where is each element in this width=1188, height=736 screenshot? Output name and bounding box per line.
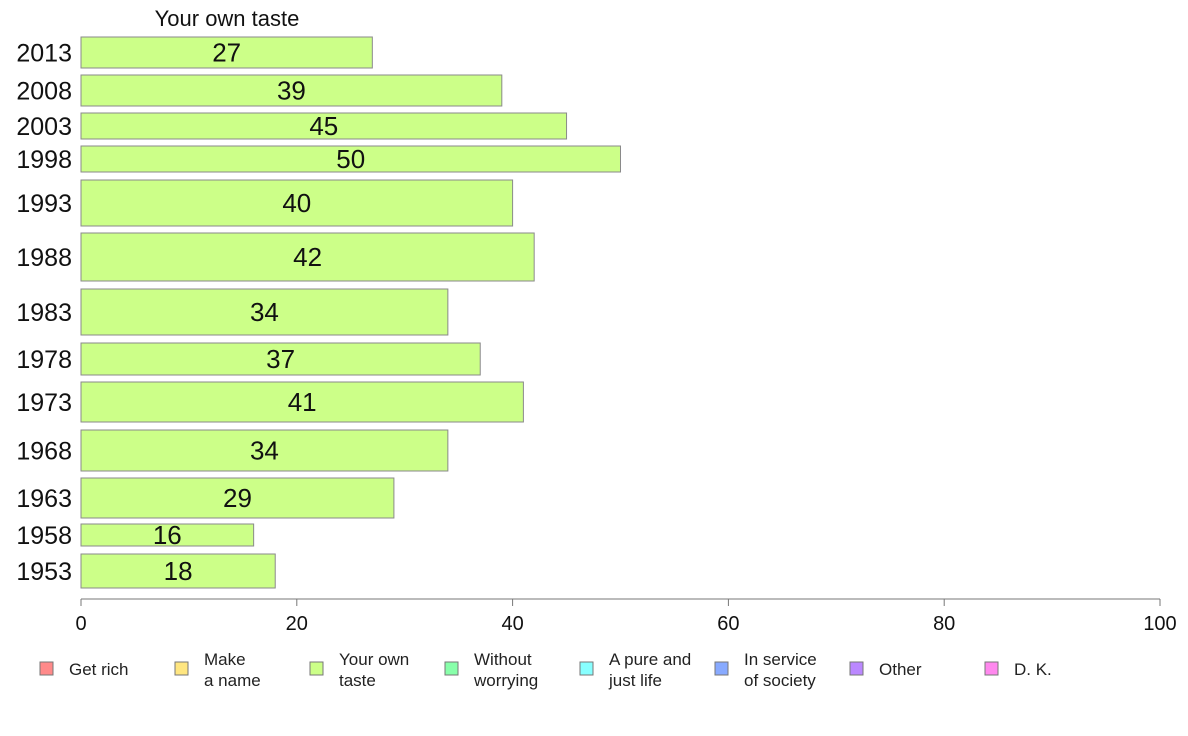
bar-1998 <box>80 145 621 173</box>
x-tick-label-0: 0 <box>75 613 86 635</box>
category-label-2013: 2013 <box>16 40 72 68</box>
bar-1993 <box>80 179 514 227</box>
bar-1978 <box>80 342 481 376</box>
x-tick-label-20: 20 <box>286 613 308 635</box>
category-label-1958: 1958 <box>16 522 72 550</box>
bar-label-1998: 50 <box>336 144 365 174</box>
legend-label-2-0: Your own <box>339 650 409 669</box>
bar-label-2013: 27 <box>212 38 241 68</box>
category-label-2008: 2008 <box>16 78 72 106</box>
x-tick-label-40: 40 <box>501 613 523 635</box>
legend-swatch-4 <box>579 661 594 676</box>
legend-swatch-0 <box>39 661 54 676</box>
legend-swatch-3 <box>444 661 459 676</box>
legend-swatch-5 <box>714 661 729 676</box>
bar-1983 <box>80 288 449 336</box>
category-label-1968: 1968 <box>16 438 72 466</box>
legend-label-5-0: In service <box>744 650 817 669</box>
bar-label-1988: 42 <box>293 242 322 272</box>
category-label-1983: 1983 <box>16 299 72 327</box>
legend-swatch-1 <box>174 661 189 676</box>
bar-1968 <box>80 429 449 472</box>
bar-2008 <box>80 74 503 107</box>
bar-label-1963: 29 <box>223 483 252 513</box>
category-label-1978: 1978 <box>16 346 72 374</box>
bar-1963 <box>80 477 395 519</box>
legend-label-6-0: Other <box>879 660 922 679</box>
bar-label-1953: 18 <box>164 556 193 586</box>
x-axis: 0 20 40 60 80 100 <box>75 598 1177 635</box>
legend-label-2-1: taste <box>339 671 376 690</box>
bar-label-2003: 45 <box>309 111 338 141</box>
legend-label-0-0: Get rich <box>69 660 129 679</box>
bar-label-1973: 41 <box>288 387 317 417</box>
legend-label-3-0: Without <box>474 650 532 669</box>
category-label-1988: 1988 <box>16 244 72 272</box>
bar-1953 <box>80 553 276 589</box>
bar-1958 <box>80 523 255 547</box>
legend-swatch-6 <box>849 661 864 676</box>
legend-label-4-0: A pure and <box>609 650 691 669</box>
category-label-1963: 1963 <box>16 485 72 513</box>
legend-label-1-1: a name <box>204 671 261 690</box>
bar-label-1968: 34 <box>250 436 279 466</box>
legend-swatch-7 <box>984 661 999 676</box>
legend-label-3-1: worrying <box>473 671 538 690</box>
bars-group: 27 2013 39 2008 45 2003 50 1998 40 1993 42 1988 34 19… <box>16 36 621 589</box>
legend-label-7-0: D. K. <box>1014 660 1052 679</box>
bar-1973 <box>80 381 524 423</box>
x-tick-label-80: 80 <box>933 613 955 635</box>
legend-label-4-1: just life <box>608 671 662 690</box>
chart-title: Your own taste <box>155 6 300 31</box>
category-label-1993: 1993 <box>16 190 72 218</box>
bar-label-1978: 37 <box>266 344 295 374</box>
bar-label-1958: 16 <box>153 520 182 550</box>
bar-1988 <box>80 232 535 282</box>
bar-2013 <box>80 36 373 69</box>
legend-label-5-1: of society <box>744 671 816 690</box>
category-label-2003: 2003 <box>16 113 72 141</box>
bar-label-1993: 40 <box>282 188 311 218</box>
x-tick-label-100: 100 <box>1143 613 1176 635</box>
category-label-1953: 1953 <box>16 558 72 586</box>
bar-2003 <box>80 112 568 140</box>
category-label-1973: 1973 <box>16 389 72 417</box>
legend: Get rich Make a name Your own taste Without wo… <box>39 650 1052 690</box>
legend-label-1-0: Make <box>204 650 246 669</box>
category-label-1998: 1998 <box>16 146 72 174</box>
x-tick-label-60: 60 <box>717 613 739 635</box>
legend-swatch-2 <box>309 661 324 676</box>
bar-label-1983: 34 <box>250 297 279 327</box>
bar-label-2008: 39 <box>277 76 306 106</box>
